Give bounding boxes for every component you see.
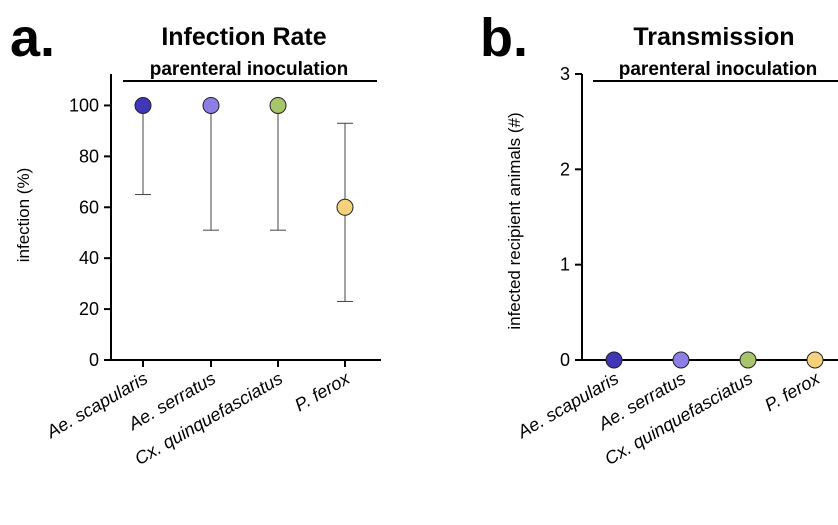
panel-b-data-point (672, 351, 690, 369)
panel-b-subtitle: parenteral inoculation (619, 59, 817, 80)
panel-a-x-tick-label: P. ferox (291, 368, 354, 416)
panel-a-data-point (269, 96, 287, 114)
panel-a-letter: a. (10, 8, 55, 68)
panel-a-y-tick-label: 80 (79, 146, 99, 166)
panel-b-y-axis-label: infected recipient animals (#) (505, 112, 524, 329)
panel-b-y-tick-label: 3 (560, 64, 570, 84)
panel-a-y-tick-label: 60 (79, 197, 99, 217)
panel-a-y-axis-label: infection (%) (14, 168, 33, 262)
panel-a-y-tick-label: 0 (89, 350, 99, 370)
panel-b-y-tick-label: 1 (560, 255, 570, 275)
panel-a-title: Infection Rate (161, 23, 326, 51)
panel-b-data-point (739, 351, 757, 369)
panel-b-x-tick-label: P. ferox (761, 368, 824, 416)
panel-b-y-tick-label: 2 (560, 159, 570, 179)
panel-a-data-point (134, 96, 152, 114)
panel-b-data-point (806, 351, 824, 369)
panel-a-y-tick-label: 20 (79, 299, 99, 319)
panel-a-y-tick-label: 40 (79, 248, 99, 268)
panel-b-data-point (605, 351, 623, 369)
panel-a-data-point (336, 198, 354, 216)
panel-a-data-point (202, 96, 220, 114)
panel-a-y-tick-label: 100 (69, 95, 99, 115)
panel-b-y-tick-label: 0 (560, 350, 570, 370)
panel-a-subtitle: parenteral inoculation (150, 59, 348, 80)
panel-b-letter: b. (480, 8, 528, 68)
panel-b-title: Transmission (633, 23, 794, 51)
